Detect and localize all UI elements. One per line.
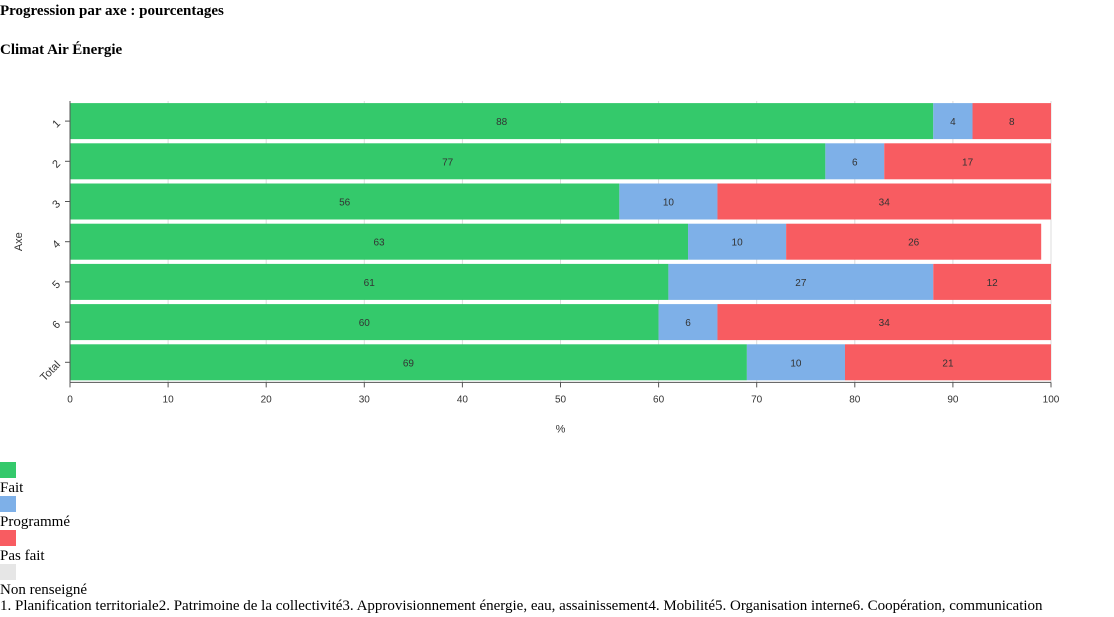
data-label: 77: [442, 157, 454, 168]
axis-note: 6. Coopération, communication: [852, 598, 1043, 614]
data-label: 63: [373, 238, 385, 249]
legend-swatch-fait: [0, 462, 16, 478]
x-tick-label: 60: [653, 394, 665, 405]
bar-segment: [70, 183, 620, 220]
x-tick-label: 40: [457, 394, 469, 405]
bar-segment: [70, 143, 826, 180]
bar-segment: [70, 344, 747, 381]
bar-segment: [619, 183, 718, 220]
stacked-bar-chart: 88 4 8 1 77 6 17 2 56 10 34 3 63 10 26 4 61 27 12 5 60 6 34 6 69…: [13, 101, 1060, 435]
data-label: 12: [987, 278, 999, 289]
y-tick-label: 2: [50, 158, 63, 171]
bar-segment: [746, 344, 845, 381]
x-axis-title: %: [556, 423, 566, 435]
bar-segment: [884, 143, 1051, 180]
data-label: 6: [852, 157, 858, 168]
data-label: 27: [795, 278, 807, 289]
bar-segment: [70, 223, 689, 260]
data-label: 26: [908, 238, 920, 249]
bar-segment: [717, 304, 1051, 341]
axis-descriptions: 1. Planification territoriale2. Patrimoi…: [0, 598, 1043, 615]
y-tick-label: 5: [50, 279, 63, 292]
data-label: 10: [732, 238, 744, 249]
bar-segment: [844, 344, 1051, 381]
y-tick-label: 4: [50, 238, 63, 251]
x-tick-label: 70: [751, 394, 763, 405]
data-label: 56: [339, 198, 351, 209]
x-tick-label: 30: [359, 394, 371, 405]
bar-segment: [717, 183, 1051, 220]
x-tick-label: 90: [947, 394, 959, 405]
data-label: 10: [663, 198, 675, 209]
data-label: 60: [359, 318, 371, 329]
y-tick-label: Total: [38, 359, 63, 384]
data-label: 17: [962, 157, 974, 168]
axis-note: 5. Organisation interne: [714, 598, 853, 614]
legend-label-fait: Fait: [0, 480, 24, 496]
data-label: 10: [790, 358, 802, 369]
axis-note: 3. Approvisionnement énergie, eau, assai…: [342, 598, 649, 614]
bar-segment: [688, 223, 787, 260]
bar-segment: [933, 103, 973, 140]
bar-segment: [668, 263, 934, 300]
x-tick-label: 50: [555, 394, 567, 405]
legend-label-non-renseigne: Non renseigné: [0, 582, 88, 598]
x-tick-label: 100: [1043, 394, 1060, 405]
bar-segment: [658, 304, 718, 341]
axis-note: 1. Planification territoriale: [0, 598, 159, 614]
bar-segment: [786, 223, 1042, 260]
legend-swatch-programme: [0, 496, 16, 512]
legend-swatch-non-renseigne: [0, 564, 16, 580]
x-tick-label: 80: [849, 394, 861, 405]
legend-label-pas-fait: Pas fait: [0, 548, 45, 564]
x-tick-label: 20: [261, 394, 273, 405]
axis-note: 4. Mobilité: [648, 598, 715, 614]
y-tick-label: 6: [50, 319, 63, 332]
data-label: 61: [364, 278, 376, 289]
chart-title: Progression par axe : pourcentages: [0, 3, 224, 19]
y-tick-label: 3: [50, 198, 63, 211]
data-label: 21: [942, 358, 954, 369]
axis-note: 2. Patrimoine de la collectivité: [158, 598, 343, 614]
bar-segment: [933, 263, 1051, 300]
x-tick-label: 0: [67, 394, 73, 405]
bar-segment: [70, 263, 669, 300]
data-label: 4: [950, 117, 956, 128]
y-axis-title: Axe: [13, 232, 25, 251]
data-label: 34: [879, 198, 891, 209]
bar-segment: [825, 143, 885, 180]
y-tick-label: 1: [50, 118, 63, 131]
x-tick-label: 10: [163, 394, 175, 405]
legend-swatch-pas-fait: [0, 530, 16, 546]
bar-segment: [972, 103, 1051, 140]
data-label: 88: [496, 117, 508, 128]
data-label: 69: [403, 358, 415, 369]
legend-label-programme: Programmé: [0, 514, 70, 530]
data-label: 8: [1009, 117, 1015, 128]
bar-segment: [70, 304, 659, 341]
chart-subtitle: Climat Air Énergie: [0, 42, 123, 58]
data-label: 6: [685, 318, 691, 329]
data-label: 34: [879, 318, 891, 329]
bar-segment: [70, 103, 934, 140]
